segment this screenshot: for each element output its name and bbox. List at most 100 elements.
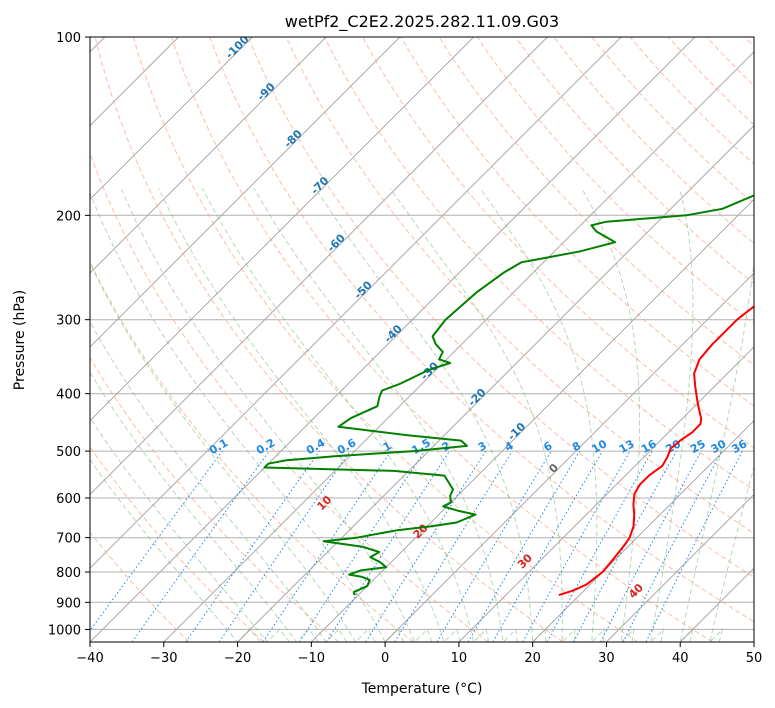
mixing-ratio-label: 0.1 — [207, 436, 230, 457]
x-axis: −40 −30 −20 −10 0 10 20 30 40 50 — [76, 642, 762, 666]
y-tick-label: 200 — [56, 209, 81, 224]
mixing-ratio-label: 6 — [541, 439, 554, 454]
isotherm — [679, 567, 754, 642]
isotherm-label: -60 — [325, 231, 348, 254]
y-tick-label: 900 — [56, 596, 81, 611]
x-tick-label: −40 — [76, 651, 103, 666]
x-tick-label: 10 — [451, 651, 468, 666]
y-tick-label: 700 — [56, 532, 81, 547]
isotherm-label: -20 — [465, 386, 488, 409]
dry-adiabat — [94, 37, 564, 642]
dry-adiabat — [90, 152, 489, 642]
dry-adiabat — [171, 37, 713, 642]
y-tick-label: 100 — [56, 31, 81, 46]
dry-adiabat — [629, 37, 754, 165]
isotherm-label: -40 — [382, 322, 405, 345]
isotherm — [753, 641, 754, 642]
moist-adiabat — [253, 187, 518, 642]
x-tick-label: 30 — [598, 651, 615, 666]
moist-adiabat — [90, 262, 376, 642]
moist-adiabat — [90, 458, 261, 642]
dry-adiabat — [90, 260, 414, 642]
x-tick-label: 20 — [524, 651, 541, 666]
mixing-ratio-label: 16 — [639, 437, 659, 456]
mixing-ratio-line — [218, 450, 351, 642]
y-tick-label: 300 — [56, 314, 81, 329]
isotherm-label: -90 — [255, 80, 278, 103]
moist-adiabat — [90, 320, 348, 642]
moist-adiabat — [90, 191, 405, 642]
mixing-ratio-label: 36 — [729, 437, 749, 456]
moist-adiabat — [650, 188, 694, 642]
mixing-ratio-line — [573, 450, 677, 642]
isotherm — [90, 37, 696, 642]
x-tick-label: −30 — [150, 651, 177, 666]
mixing-ratio-line — [131, 450, 270, 642]
moist-adiabat — [679, 259, 754, 642]
moist-adiabat — [201, 187, 490, 642]
dry-adiabat — [90, 531, 190, 642]
chart-title: wetPf2_C2E2.2025.282.11.09.G03 — [285, 12, 559, 32]
dry-adiabat — [90, 446, 265, 642]
y-tick-label: 500 — [56, 445, 81, 460]
isotherm — [90, 37, 401, 348]
background-labels: 0.1 0.2 0.4 0.6 1 1.5 2 3 4 6 8 10 13 16 20 25 30 36-100-… — [207, 37, 750, 601]
series-layer — [263, 194, 754, 597]
moist-adiabat — [581, 187, 640, 642]
dry-adiabat — [553, 37, 754, 245]
isotherm — [90, 37, 548, 496]
dry-adiabat — [209, 37, 754, 623]
x-tick-label: −20 — [224, 651, 251, 666]
x-tick-label: 40 — [672, 651, 689, 666]
isotherm — [237, 124, 754, 642]
isotherm — [90, 37, 622, 569]
y-tick-label: 400 — [56, 388, 81, 403]
dry-adiabat — [132, 37, 639, 642]
dry-adiabat — [438, 37, 754, 366]
x-tick-label: −10 — [298, 651, 325, 666]
isotherm — [310, 198, 754, 642]
mixing-ratio-label: 30 — [709, 437, 729, 456]
isotherm-label: -70 — [308, 174, 331, 197]
isotherm — [163, 51, 754, 642]
isotherm — [532, 419, 754, 642]
x-axis-title: Temperature (°C) — [361, 681, 483, 697]
mixing-ratio-line — [645, 450, 743, 642]
isotherm — [458, 346, 754, 642]
mixing-ratio-label: 25 — [688, 437, 708, 456]
y-tick-label: 1000 — [48, 623, 81, 638]
mixing-ratio-label: 13 — [617, 437, 637, 456]
dewpoint-profile — [263, 194, 754, 596]
moist-adiabat — [709, 464, 754, 642]
moist-adiabat — [479, 187, 605, 642]
mixing-ratio-line — [185, 450, 320, 642]
isotherm-label: -50 — [352, 278, 375, 301]
mixing-ratio-label: 8 — [570, 439, 583, 454]
moist-adiabat — [389, 187, 576, 642]
mixing-ratio-line — [546, 450, 653, 642]
dry-adiabat — [744, 37, 754, 48]
y-tick-label: 600 — [56, 492, 81, 507]
moist-adiabat — [90, 371, 319, 642]
mixing-ratio-line — [394, 450, 513, 642]
background-lines — [90, 37, 754, 642]
dry-adiabat-label: 40 — [626, 581, 646, 601]
isotherm — [90, 37, 327, 274]
dry-adiabat — [90, 356, 339, 642]
isotherm — [90, 37, 475, 422]
mixing-ratio-label: 3 — [476, 439, 489, 454]
dry-adiabat — [285, 37, 754, 534]
dry-adiabat — [362, 37, 754, 449]
mixing-ratio-label: 0.2 — [254, 436, 277, 457]
mixing-ratio-label: 1.5 — [410, 436, 433, 457]
mixing-ratio-line — [522, 450, 631, 642]
x-tick-label: 0 — [381, 651, 389, 666]
y-axis: 100 200 300 400 500 600 700 800 900 1000 — [48, 31, 90, 638]
y-axis-title: Pressure (hPa) — [12, 290, 28, 390]
moist-adiabat — [315, 187, 547, 642]
y-tick-label: 800 — [56, 566, 81, 581]
isotherm — [90, 37, 253, 201]
mixing-ratio-line — [467, 450, 581, 642]
mixing-ratio-line — [325, 450, 450, 642]
